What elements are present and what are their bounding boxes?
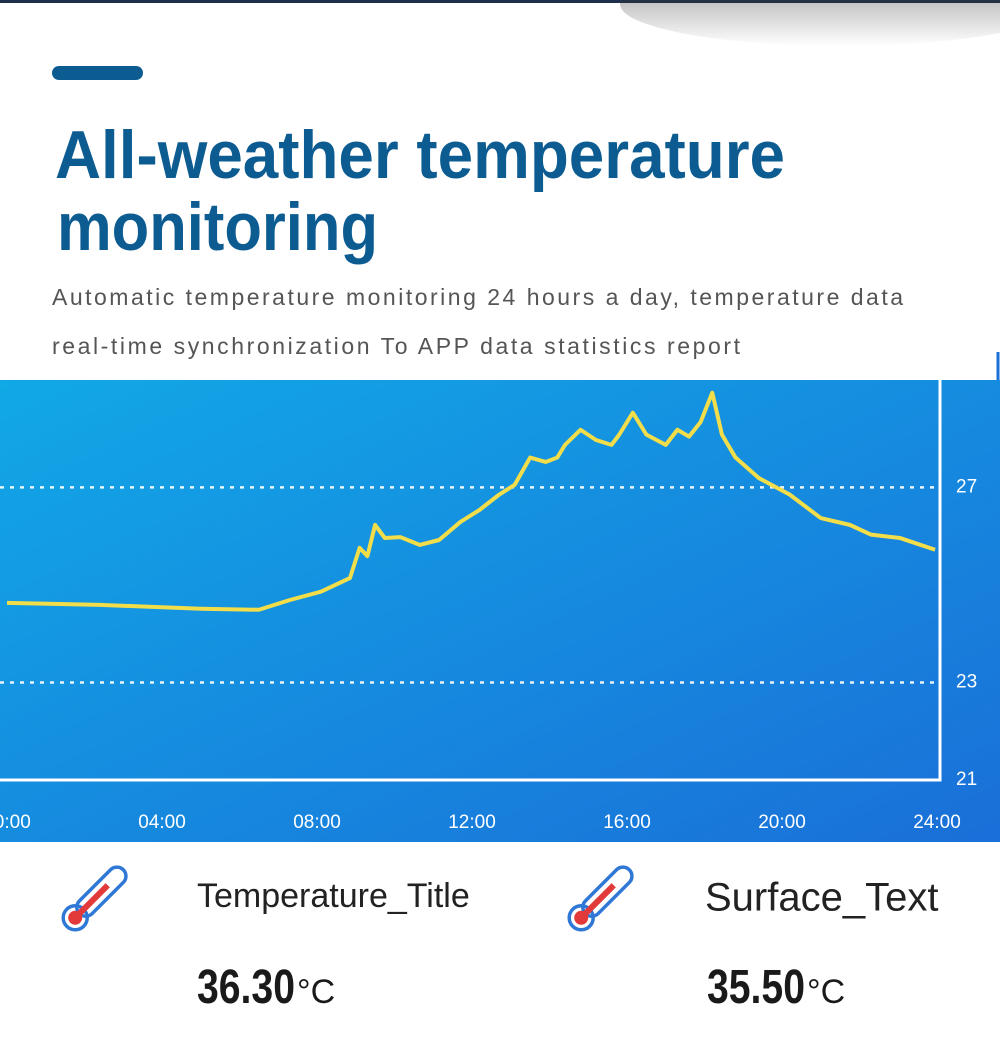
x-tick-label: 08:00 <box>293 812 341 833</box>
chart-background <box>0 380 1000 842</box>
x-tick-label: 00:00 <box>0 812 31 833</box>
x-tick-label: 16:00 <box>603 812 651 833</box>
x-tick-label: 20:00 <box>758 812 806 833</box>
x-tick-label: 24:00 <box>913 812 961 833</box>
thermometer-icon <box>567 865 634 932</box>
title-line: monitoring <box>57 189 378 265</box>
x-tick-label: 12:00 <box>448 812 496 833</box>
title-line: All-weather temperature <box>55 117 785 193</box>
x-tick-label: 04:00 <box>138 812 186 833</box>
y-tick-label: 23 <box>956 671 977 692</box>
top-edge <box>0 0 1000 3</box>
subtitle-line: Automatic temperature monitoring 24 hour… <box>52 284 903 310</box>
y-tick-label: 27 <box>956 476 977 497</box>
subtitle-line: real-time synchronization To APP data st… <box>52 333 741 359</box>
top-shadow <box>620 0 1000 46</box>
reading-unit: °C <box>807 973 845 1011</box>
reading-value: 35.50 <box>707 961 805 1014</box>
y-tick-label: 21 <box>956 769 977 790</box>
reading-value: 36.30 <box>197 961 295 1014</box>
reading-unit: °C <box>297 973 335 1011</box>
accent-bar <box>52 66 143 80</box>
reading-label: Surface_Text <box>705 876 938 920</box>
reading-label: Temperature_Title <box>197 877 470 915</box>
chart: 21 23 27 00:00 04:00 08:00 12:00 16:00 20:00 24:0… <box>0 380 977 833</box>
thermometer-icon <box>61 865 128 932</box>
data-line <box>6 390 936 612</box>
